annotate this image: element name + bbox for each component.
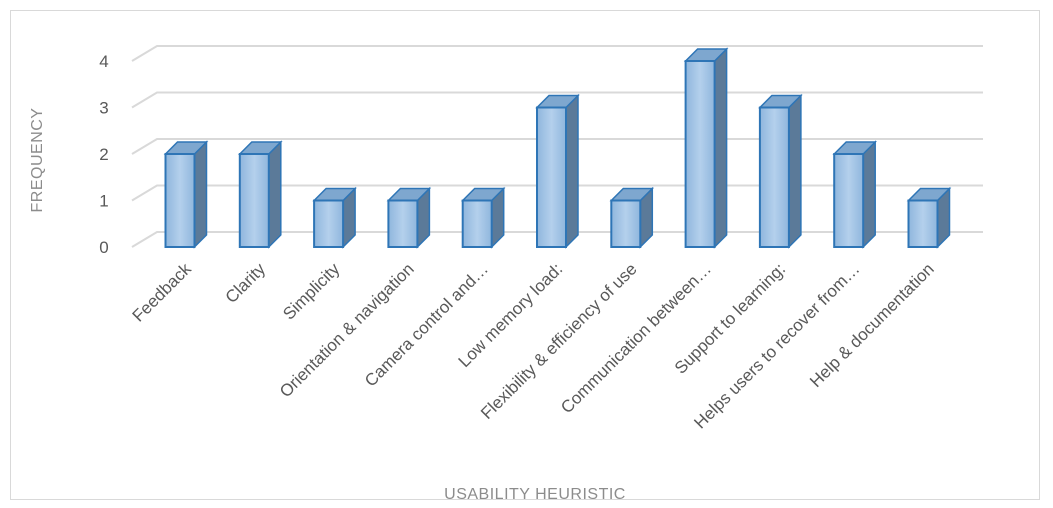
x-category-label: Communication between…	[557, 259, 715, 417]
y-axis-ticks: 0 1 2 3 4	[99, 52, 108, 257]
x-category-label: Feedback	[129, 259, 196, 326]
bar	[906, 186, 952, 249]
bar-front-face	[313, 199, 345, 248]
x-category-label: Orientation & navigation	[276, 259, 418, 401]
bar-front-face	[684, 60, 716, 248]
bar	[683, 47, 729, 249]
x-category-label: Clarity	[222, 259, 270, 307]
bar-front-face	[833, 153, 865, 248]
gridline	[131, 45, 983, 62]
y-tick-label: 4	[99, 52, 108, 71]
bar	[758, 93, 803, 249]
bar-side-face	[713, 47, 728, 249]
y-tick-label: 0	[99, 238, 108, 257]
bar	[163, 140, 209, 249]
x-category-label: Flexibility & efficiency of use	[477, 259, 641, 423]
bar-front-face	[536, 106, 567, 248]
bar	[386, 186, 432, 249]
bar-side-face	[268, 140, 282, 249]
bar-side-face	[862, 140, 876, 249]
bar	[832, 140, 878, 249]
bar	[237, 140, 283, 249]
bar-front-face	[907, 199, 939, 248]
bar	[609, 186, 655, 249]
bar-front-face	[387, 199, 419, 248]
bar-front-face	[461, 199, 493, 248]
x-category-label: Camera control and…	[361, 259, 492, 390]
bar	[312, 186, 357, 249]
y-axis-title: FREQUENCY	[29, 108, 46, 213]
bar	[535, 93, 580, 249]
y-tick-label: 3	[99, 99, 108, 118]
bar-front-face	[758, 106, 790, 248]
y-tick-label: 1	[99, 192, 108, 211]
bar-side-face	[565, 93, 579, 249]
bar-front-face	[610, 199, 642, 248]
y-tick-label: 2	[99, 145, 108, 164]
bar-front-face	[164, 153, 196, 248]
x-category-label: Simplicity	[279, 259, 344, 324]
bars	[163, 47, 952, 249]
x-category-label: Help & documentation	[806, 259, 938, 391]
bar-front-face	[238, 153, 270, 248]
bar-side-face	[788, 93, 802, 249]
bar-side-face	[193, 140, 208, 249]
bar	[460, 186, 506, 249]
x-axis-title: USABILITY HEURISTIC	[444, 486, 626, 503]
